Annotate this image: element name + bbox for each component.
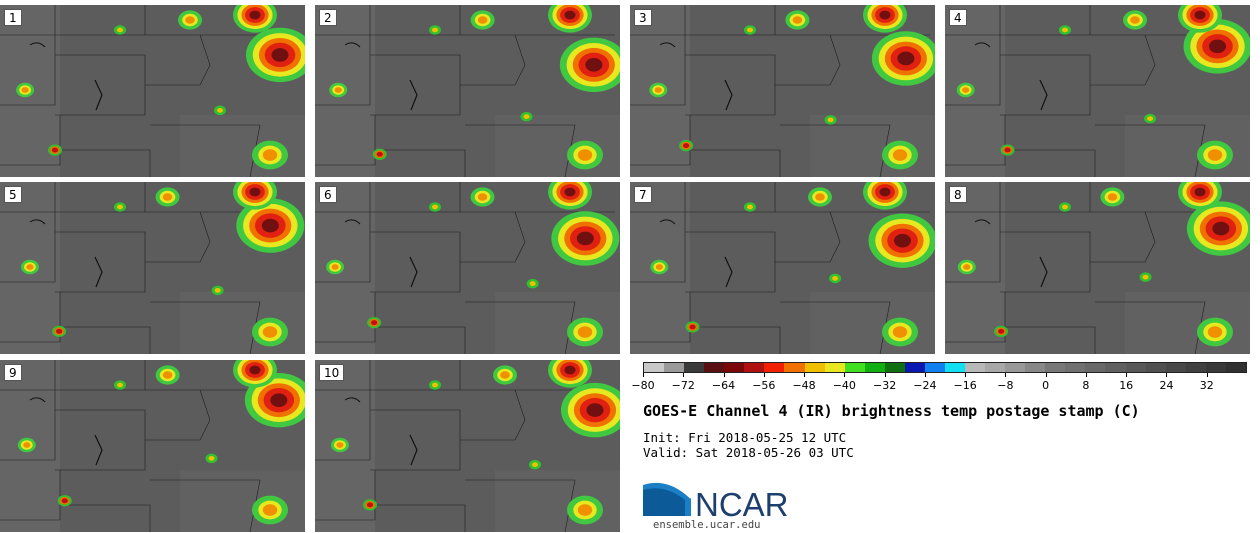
colorbar-tick <box>1166 373 1168 377</box>
colorbar-tick <box>884 373 886 377</box>
colorbar-segment <box>1225 363 1246 372</box>
colorbar-tick-label: 16 <box>1119 379 1134 392</box>
member-number: 3 <box>634 9 652 26</box>
colorbar-segment <box>1045 363 1066 372</box>
member-number: 2 <box>319 9 337 26</box>
ir-satellite-map <box>630 5 935 177</box>
ir-satellite-map <box>945 5 1250 177</box>
postage-stamp-panel: 1 <box>0 5 305 177</box>
member-number: 4 <box>949 9 967 26</box>
colorbar-tick-label: 32 <box>1199 379 1214 392</box>
colorbar-tick <box>1085 373 1087 377</box>
colorbar-segment <box>924 363 945 372</box>
colorbar-tick <box>1126 373 1128 377</box>
colorbar-segment <box>724 363 745 372</box>
ir-satellite-map <box>315 182 620 354</box>
colorbar-tick-label: −16 <box>953 379 977 392</box>
ir-satellite-map <box>945 182 1250 354</box>
colorbar-segment <box>824 363 845 372</box>
ir-satellite-map <box>315 360 620 532</box>
colorbar-tick <box>844 373 846 377</box>
colorbar-tick-label: −32 <box>872 379 897 392</box>
colorbar-segment <box>864 363 885 372</box>
colorbar-segment <box>644 363 665 372</box>
postage-stamp-panel: 6 <box>315 182 620 354</box>
member-number: 9 <box>4 364 22 381</box>
member-number: 8 <box>949 186 967 203</box>
postage-stamp-panel: 9 <box>0 360 305 532</box>
colorbar-segment <box>744 363 765 372</box>
colorbar-tick <box>804 373 806 377</box>
ncar-logo: NCAR <box>643 480 789 520</box>
valid-time: Valid: Sat 2018-05-26 03 UTC <box>643 445 854 460</box>
colorbar-tick <box>924 373 926 377</box>
ir-satellite-map <box>315 5 620 177</box>
colorbar-segment <box>1085 363 1106 372</box>
colorbar-tick-label: −48 <box>792 379 816 392</box>
colorbar-segment <box>1205 363 1226 372</box>
init-time: Init: Fri 2018-05-25 12 UTC <box>643 430 847 445</box>
colorbar-segment <box>764 363 785 372</box>
ir-satellite-map <box>0 182 305 354</box>
member-number: 6 <box>319 186 337 203</box>
colorbar-tick-label: −8 <box>997 379 1014 392</box>
colorbar-segment <box>985 363 1006 372</box>
colorbar-segment <box>1145 363 1166 372</box>
ir-satellite-map <box>0 360 305 532</box>
colorbar-tick <box>1045 373 1047 377</box>
colorbar-segment <box>884 363 905 372</box>
member-number: 5 <box>4 186 22 203</box>
colorbar-tick-label: −64 <box>711 379 736 392</box>
colorbar-tick-label: −24 <box>913 379 937 392</box>
colorbar-segment <box>804 363 825 372</box>
colorbar-segment <box>1125 363 1146 372</box>
colorbar-tick-label: −72 <box>671 379 695 392</box>
colorbar-segment <box>704 363 725 372</box>
member-number: 1 <box>4 9 22 26</box>
colorbar-tick <box>1005 373 1007 377</box>
colorbar-segment <box>1065 363 1086 372</box>
colorbar-tick-label: −56 <box>752 379 776 392</box>
figure-title: GOES-E Channel 4 (IR) brightness temp po… <box>643 402 1140 420</box>
colorbar-tick-label: 8 <box>1082 379 1090 392</box>
colorbar-tick-label: 0 <box>1042 379 1050 392</box>
ncar-logo-text: NCAR <box>695 486 789 520</box>
colorbar-segment <box>1105 363 1126 372</box>
colorbar-ticks: −80 −72 −64 −56 −48 −40 −32 −24 −16 −8 0 8 16 24 32 <box>631 373 1247 392</box>
postage-stamp-panel: 8 <box>945 182 1250 354</box>
postage-stamp-panel: 5 <box>0 182 305 354</box>
colorbar-tick-label: −40 <box>832 379 856 392</box>
colorbar-segment <box>904 363 925 372</box>
ir-satellite-map <box>630 182 935 354</box>
colorbar-segment <box>965 363 986 372</box>
member-number: 10 <box>319 364 345 381</box>
postage-stamp-panel: 10 <box>315 360 620 532</box>
colorbar-segment <box>784 363 805 372</box>
colorbar-tick <box>1206 373 1208 377</box>
colorbar-segment <box>844 363 865 372</box>
postage-stamp-panel: 7 <box>630 182 935 354</box>
colorbar-segment <box>664 363 685 372</box>
member-number: 7 <box>634 186 652 203</box>
colorbar-segment <box>1005 363 1026 372</box>
colorbar-tick <box>763 373 765 377</box>
colorbar-segment <box>1165 363 1186 372</box>
postage-stamp-panel: 3 <box>630 5 935 177</box>
colorbar-segment <box>1185 363 1206 372</box>
colorbar-segment <box>684 363 705 372</box>
colorbar-tick <box>643 373 644 377</box>
ir-satellite-map <box>0 5 305 177</box>
colorbar <box>643 362 1247 373</box>
colorbar-tick <box>965 373 967 377</box>
postage-stamp-panel: 2 <box>315 5 620 177</box>
colorbar-segment <box>1025 363 1046 372</box>
colorbar-tick-label: 24 <box>1159 379 1174 392</box>
colorbar-tick-label: −80 <box>631 379 655 392</box>
colorbar-segment <box>944 363 965 372</box>
postage-stamp-panel: 4 <box>945 5 1250 177</box>
colorbar-tick <box>683 373 685 377</box>
logo-url: ensemble.ucar.edu <box>653 519 761 531</box>
colorbar-tick <box>723 373 725 377</box>
